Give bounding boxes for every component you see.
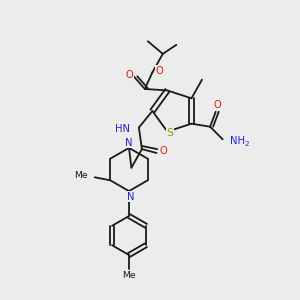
Text: 2: 2: [244, 141, 249, 147]
Text: S: S: [166, 128, 173, 138]
Text: NH: NH: [230, 136, 245, 146]
Text: Me: Me: [122, 271, 136, 280]
Text: O: O: [155, 66, 163, 76]
Text: Me: Me: [74, 171, 88, 180]
Text: O: O: [125, 70, 133, 80]
Text: HN: HN: [116, 124, 130, 134]
Text: O: O: [160, 146, 168, 156]
Text: O: O: [214, 100, 221, 110]
Text: N: N: [125, 137, 133, 148]
Text: N: N: [127, 191, 134, 202]
